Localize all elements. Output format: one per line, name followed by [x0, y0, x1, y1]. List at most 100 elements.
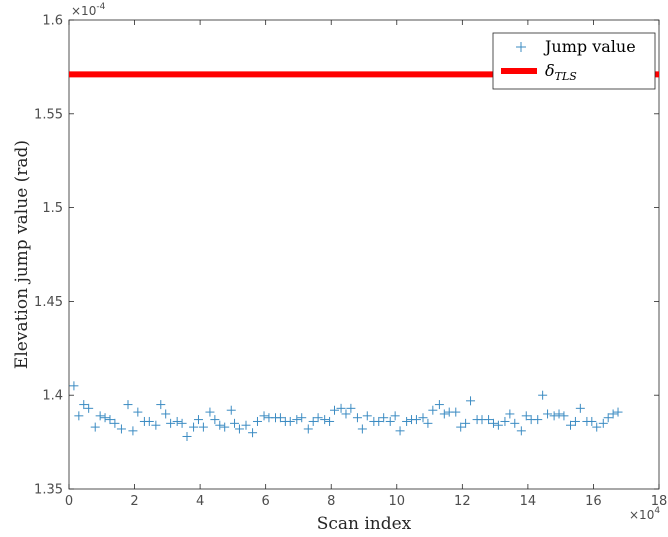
- data-point: [325, 416, 335, 426]
- legend-label-threshold-symbol: δ: [545, 61, 555, 80]
- y-tick-label: 1.35: [34, 483, 63, 498]
- data-point: [292, 415, 302, 425]
- y-axis-label: Elevation jump value (rad): [12, 140, 32, 369]
- data-point: [456, 422, 466, 432]
- legend-box: [492, 32, 656, 90]
- data-point: [234, 424, 244, 434]
- data-point: [275, 413, 285, 423]
- data-point: [500, 416, 510, 426]
- y-tick-label: 1.45: [34, 295, 63, 310]
- x-tick-label: 10: [389, 494, 406, 509]
- data-point: [79, 400, 89, 410]
- data-point: [177, 418, 187, 428]
- data-point: [603, 413, 613, 423]
- data-point: [320, 415, 330, 425]
- data-point: [193, 415, 203, 425]
- data-point: [116, 424, 126, 434]
- data-point: [395, 426, 405, 436]
- data-point: [493, 420, 503, 430]
- x-tick-label: 12: [454, 494, 471, 509]
- data-point: [543, 409, 553, 419]
- x-tick-label: 6: [262, 494, 270, 509]
- data-point: [418, 413, 428, 423]
- data-point: [285, 416, 295, 426]
- data-point: [587, 416, 597, 426]
- data-point: [390, 411, 400, 421]
- data-point: [357, 424, 367, 434]
- data-point: [466, 396, 476, 406]
- data-point: [346, 403, 356, 413]
- data-point: [533, 415, 543, 425]
- data-point: [161, 409, 171, 419]
- plot-frame: [68, 19, 660, 490]
- x-tick-label: 8: [327, 494, 335, 509]
- data-point: [241, 420, 251, 430]
- data-point: [566, 420, 575, 430]
- data-point: [385, 416, 395, 426]
- data-point: [182, 431, 192, 441]
- data-point: [100, 413, 110, 423]
- data-point: [308, 416, 318, 426]
- y-multiplier-exponent: -4: [96, 2, 105, 12]
- y-tick-label: 1.55: [34, 107, 63, 122]
- data-point: [166, 418, 176, 428]
- data-point: [128, 426, 138, 436]
- data-point: [144, 416, 154, 426]
- data-point: [341, 409, 351, 419]
- data-point: [608, 409, 618, 419]
- legend-label-threshold-subscript: TLS: [555, 70, 578, 83]
- legend-marker-jump-value: [516, 42, 526, 52]
- x-tick-label: 4: [196, 494, 204, 509]
- legend-label-jump-value: Jump value: [543, 37, 636, 56]
- data-point: [172, 416, 182, 426]
- data-point: [402, 416, 412, 426]
- x-tick-label: 16: [585, 494, 602, 509]
- data-point: [488, 418, 498, 428]
- data-point: [303, 424, 313, 434]
- scatter-points-layer: [69, 381, 623, 441]
- data-point: [198, 422, 208, 432]
- x-multiplier-base: ×10: [629, 508, 654, 522]
- x-axis-ticks: 0 2 4 6 8 10 12 14 16 18: [65, 20, 667, 509]
- data-point: [538, 390, 548, 400]
- data-point: [259, 411, 269, 421]
- x-tick-label: 2: [130, 494, 138, 509]
- data-point: [510, 418, 520, 428]
- data-point: [156, 400, 166, 410]
- data-point: [220, 422, 230, 432]
- data-point: [374, 416, 384, 426]
- data-point: [230, 418, 240, 428]
- data-point: [554, 409, 564, 419]
- legend-label-threshold: δTLS: [545, 61, 577, 83]
- data-point: [105, 415, 115, 425]
- data-point: [84, 403, 94, 413]
- data-point: [423, 418, 433, 428]
- data-point: [151, 420, 161, 430]
- data-point: [379, 413, 389, 423]
- data-point: [434, 400, 444, 410]
- data-point: [330, 405, 339, 415]
- data-point: [613, 407, 623, 417]
- data-point: [411, 415, 421, 425]
- data-point: [210, 415, 220, 425]
- data-point: [451, 407, 461, 417]
- data-point: [516, 426, 526, 436]
- data-point: [313, 413, 323, 423]
- data-point: [439, 409, 449, 419]
- y-axis-multiplier: ×10-4: [71, 2, 106, 18]
- data-point: [69, 381, 79, 391]
- data-point: [215, 420, 225, 430]
- data-point: [592, 422, 602, 432]
- data-point: [559, 411, 569, 421]
- data-point: [133, 407, 143, 417]
- x-axis-label: Scan index: [317, 514, 412, 534]
- x-multiplier-exponent: 4: [654, 506, 660, 516]
- y-tick-label: 1.6: [42, 14, 63, 29]
- x-tick-label: 0: [65, 494, 73, 509]
- data-point: [189, 422, 199, 432]
- y-tick-label: 1.4: [42, 389, 63, 404]
- data-point: [549, 411, 559, 421]
- data-point: [570, 416, 580, 426]
- data-point: [484, 415, 494, 425]
